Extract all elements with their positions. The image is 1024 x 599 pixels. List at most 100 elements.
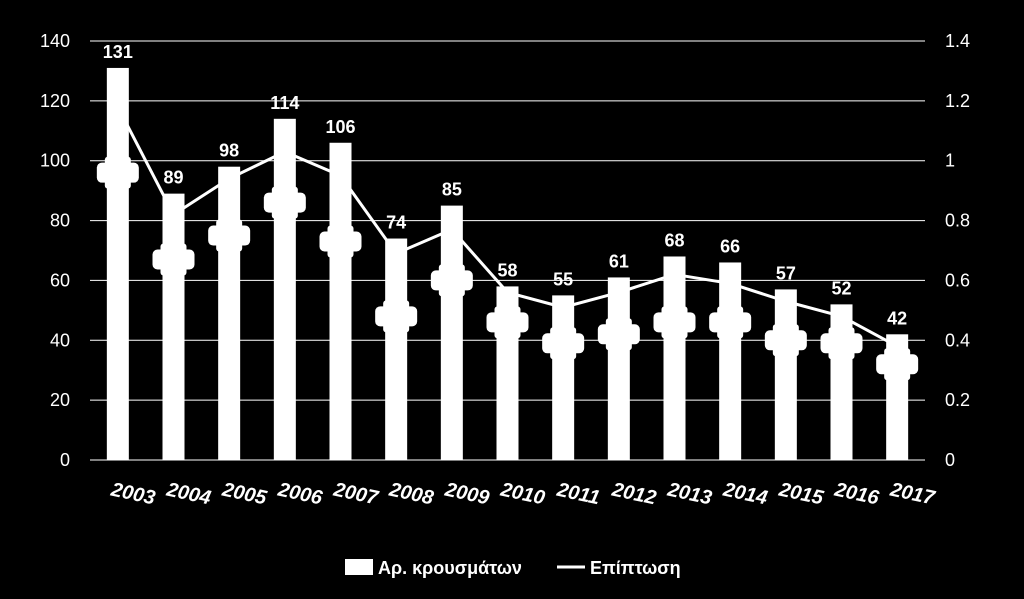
- marker-body-v: [383, 300, 410, 333]
- bar: [329, 142, 352, 460]
- data-label: 85: [442, 180, 462, 200]
- data-label: 98: [219, 141, 239, 161]
- bar: [607, 277, 630, 460]
- marker-body-v: [717, 306, 744, 339]
- y-left-tick: 80: [50, 211, 70, 231]
- marker-body-v: [772, 324, 799, 357]
- legend-swatch-bars: [345, 559, 373, 575]
- data-label: 106: [325, 117, 355, 137]
- data-label: 68: [664, 230, 684, 250]
- marker: [208, 219, 251, 252]
- bar: [440, 205, 463, 460]
- line-path: [116, 106, 898, 348]
- y-left-tick: 120: [40, 91, 70, 111]
- marker-body-v: [661, 306, 688, 339]
- data-label: 55: [553, 269, 573, 289]
- x-tick: 2003: [108, 479, 157, 510]
- y-right-tick: 0: [945, 450, 955, 470]
- x-tick: 2015: [776, 479, 826, 510]
- bar: [774, 289, 797, 460]
- x-tick: 2013: [665, 479, 714, 510]
- data-labels: 131 89 98 114 106 74 85 58 55 61 68 66 57 52 42: [103, 42, 907, 328]
- y-right-tick: 0.6: [945, 270, 970, 290]
- y-left-tick: 100: [40, 151, 70, 171]
- marker: [597, 318, 640, 351]
- y-right-tick: 1.2: [945, 91, 970, 111]
- bar: [218, 166, 241, 460]
- x-tick: 2006: [275, 479, 325, 510]
- y-left-tick: 20: [50, 390, 70, 410]
- data-label: 52: [831, 278, 851, 298]
- x-tick: 2004: [164, 479, 213, 510]
- marker: [820, 327, 863, 360]
- x-tick: 2017: [887, 479, 937, 510]
- bar: [385, 238, 408, 460]
- marker: [319, 225, 362, 258]
- legend: Αρ. κρουσμάτων Επίπτωση: [345, 558, 681, 578]
- bar: [273, 118, 296, 461]
- bar: [162, 193, 185, 460]
- bar: [552, 295, 575, 460]
- marker: [542, 327, 585, 360]
- marker-body-v: [438, 264, 465, 297]
- x-tick: 2011: [554, 479, 602, 510]
- y-axis-right: 0 0.2 0.4 0.6 0.8 1 1.2 1.4: [945, 31, 970, 470]
- marker: [876, 348, 919, 381]
- y-left-tick: 40: [50, 330, 70, 350]
- y-left-tick: 0: [60, 450, 70, 470]
- marker: [486, 306, 529, 339]
- marker-series: [96, 156, 919, 381]
- marker-body-v: [550, 327, 577, 360]
- legend-label-bars: Αρ. κρουσμάτων: [378, 558, 522, 578]
- marker: [96, 156, 139, 189]
- data-label: 57: [776, 263, 796, 283]
- marker-body-v: [216, 219, 243, 252]
- x-tick: 2016: [832, 479, 882, 510]
- data-label: 114: [270, 93, 299, 113]
- marker-body-v: [327, 225, 354, 258]
- y-right-tick: 1.4: [945, 31, 970, 51]
- x-tick: 2005: [219, 479, 269, 510]
- y-right-tick: 0.8: [945, 211, 970, 231]
- x-axis: 2003 2004 2005 2006 2007 2008 2009 2010 2011 2012…: [108, 479, 937, 510]
- x-tick: 2007: [331, 479, 381, 510]
- marker-body-v: [271, 186, 298, 219]
- bar: [106, 67, 129, 460]
- data-label: 131: [103, 42, 133, 62]
- marker-body-v: [104, 156, 131, 189]
- y-left-tick: 140: [40, 31, 70, 51]
- y-right-tick: 1: [945, 151, 955, 171]
- marker: [152, 243, 195, 276]
- marker-body-v: [605, 318, 632, 351]
- y-axis-left: 0 20 40 60 80 100 120 140: [40, 31, 70, 470]
- x-tick: 2008: [386, 479, 436, 510]
- marker: [375, 300, 418, 333]
- marker: [263, 186, 306, 219]
- marker: [653, 306, 696, 339]
- bar: [663, 256, 686, 460]
- y-left-tick: 60: [50, 270, 70, 290]
- data-label: 89: [163, 168, 183, 188]
- marker: [709, 306, 752, 339]
- x-tick: 2010: [498, 479, 547, 510]
- marker: [430, 264, 473, 297]
- data-label: 61: [609, 251, 629, 271]
- y-right-tick: 0.2: [945, 390, 970, 410]
- line-series: [116, 106, 898, 348]
- marker: [764, 324, 807, 357]
- marker-body-v: [160, 243, 187, 276]
- y-right-tick: 0.4: [945, 330, 970, 350]
- bar: [719, 262, 742, 460]
- x-tick: 2012: [609, 479, 658, 510]
- data-label: 66: [720, 236, 740, 256]
- x-tick: 2009: [442, 479, 492, 510]
- data-label: 42: [887, 308, 907, 328]
- data-label: 74: [386, 213, 406, 233]
- marker-body-v: [884, 348, 911, 381]
- x-tick: 2014: [720, 479, 769, 510]
- marker-body-v: [828, 327, 855, 360]
- legend-label-line: Επίπτωση: [590, 558, 681, 578]
- marker-body-v: [494, 306, 521, 339]
- data-label: 58: [497, 260, 517, 280]
